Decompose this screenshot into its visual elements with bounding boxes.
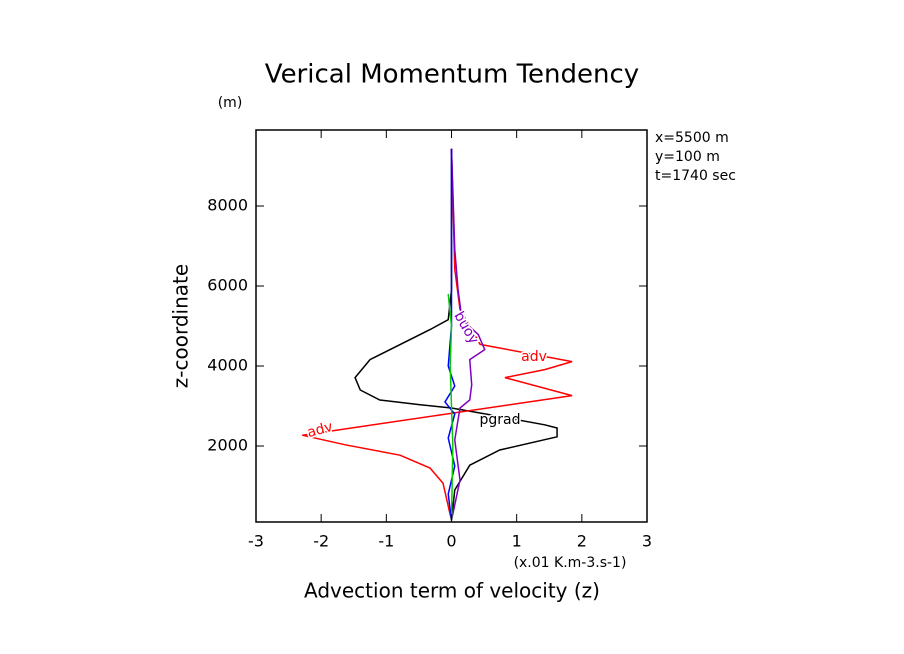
annotation: x=5500 m [655, 130, 729, 146]
lines [302, 148, 573, 521]
data-line [450, 148, 486, 521]
annotation: y=100 m [655, 149, 720, 165]
line-label: pgrad [480, 412, 521, 428]
y-tick-label: 4000 [207, 356, 248, 375]
line-label: adv [521, 349, 547, 365]
x-axis-label: Advection term of velocity (z) [304, 579, 600, 603]
x-tick-label: -3 [248, 532, 264, 551]
data-line [302, 148, 573, 521]
data-line [447, 293, 454, 521]
chart-title: Verical Momentum Tendency [265, 60, 639, 90]
y-tick-label: 8000 [207, 196, 248, 215]
x-tick-label: 2 [577, 532, 587, 551]
x-tick-label: 3 [642, 532, 652, 551]
x-tick-label: -1 [378, 532, 394, 551]
y-tick-label: 6000 [207, 276, 248, 295]
x-unit: (x.01 K.m-3.s-1) [514, 555, 627, 571]
y-tick-label: 2000 [207, 436, 248, 455]
y-unit: (m) [218, 95, 243, 111]
line-label: buoy [450, 309, 481, 347]
line-label: adv [305, 419, 334, 441]
x-tick-label: 1 [512, 532, 522, 551]
y-axis-label: z-coordinate [169, 264, 193, 388]
data-line [354, 148, 558, 521]
x-tick-label: 0 [446, 532, 456, 551]
x-tick-label: -2 [313, 532, 329, 551]
annotation: t=1740 sec [655, 168, 736, 184]
